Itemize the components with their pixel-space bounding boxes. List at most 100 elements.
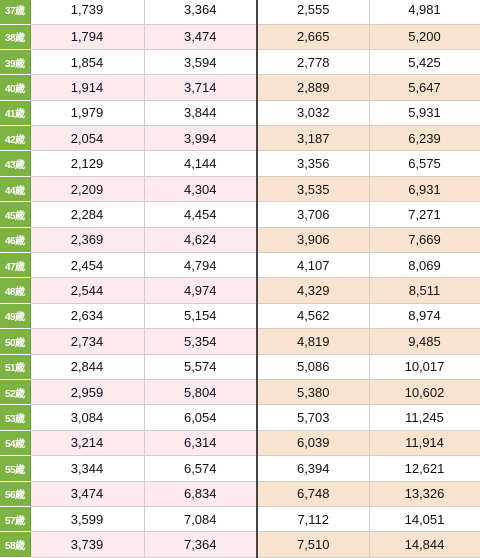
table-row: 51歳 2,844 5,574 5,086 10,017 — [0, 354, 480, 380]
cell-col3: 2,555 — [257, 0, 370, 25]
cell-col4: 4,981 — [369, 0, 480, 25]
age-label: 56歳 — [0, 481, 31, 507]
cell-col2: 5,574 — [144, 354, 258, 380]
cell-col2: 5,804 — [144, 379, 258, 406]
age-label: 45歳 — [0, 201, 31, 228]
cell-col2: 4,974 — [144, 277, 258, 304]
cell-col1: 1,794 — [30, 24, 145, 50]
cell-col4: 8,511 — [369, 277, 480, 304]
cell-col2: 5,354 — [144, 328, 258, 355]
cell-col4: 14,844 — [369, 531, 480, 558]
age-label: 47歳 — [0, 252, 31, 279]
cell-col4: 8,069 — [369, 252, 480, 279]
table-row: 53歳 3,084 6,054 5,703 11,245 — [0, 404, 480, 431]
cell-col3: 3,356 — [257, 150, 370, 177]
cell-col4: 7,271 — [369, 201, 480, 228]
cell-col1: 2,544 — [30, 277, 145, 304]
cell-col4: 6,575 — [369, 150, 480, 177]
cell-col3: 4,107 — [257, 252, 370, 279]
age-label: 42歳 — [0, 125, 31, 152]
age-label: 57歳 — [0, 506, 31, 533]
cell-col1: 2,054 — [30, 125, 145, 152]
table-row: 44歳 2,209 4,304 3,535 6,931 — [0, 176, 480, 203]
cell-col2: 3,474 — [144, 24, 258, 50]
cell-col4: 5,647 — [369, 74, 480, 101]
table-row: 37歳 1,739 3,364 2,555 4,981 — [0, 0, 480, 25]
table-row: 40歳 1,914 3,714 2,889 5,647 — [0, 74, 480, 101]
cell-col4: 7,669 — [369, 227, 480, 254]
table-row: 56歳 3,474 6,834 6,748 13,326 — [0, 481, 480, 507]
cell-col3: 5,703 — [257, 404, 370, 431]
cell-col3: 2,778 — [257, 49, 370, 76]
age-label: 54歳 — [0, 430, 31, 457]
cell-col4: 6,239 — [369, 125, 480, 152]
table-row: 57歳 3,599 7,084 7,112 14,051 — [0, 506, 480, 533]
cell-col2: 3,594 — [144, 49, 258, 76]
table-row: 52歳 2,959 5,804 5,380 10,602 — [0, 379, 480, 406]
cell-col1: 2,129 — [30, 150, 145, 177]
age-label: 49歳 — [0, 303, 31, 330]
cell-col2: 4,624 — [144, 227, 258, 254]
age-label: 51歳 — [0, 354, 31, 380]
table-row: 42歳 2,054 3,994 3,187 6,239 — [0, 125, 480, 152]
table-row: 55歳 3,344 6,574 6,394 12,621 — [0, 455, 480, 482]
cell-col3: 5,086 — [257, 354, 370, 380]
age-label: 50歳 — [0, 328, 31, 355]
cell-col3: 4,329 — [257, 277, 370, 304]
cell-col2: 7,364 — [144, 531, 258, 558]
cell-col2: 6,054 — [144, 404, 258, 431]
cell-col1: 3,214 — [30, 430, 145, 457]
cell-col3: 3,187 — [257, 125, 370, 152]
cell-col4: 11,914 — [369, 430, 480, 457]
table-row: 43歳 2,129 4,144 3,356 6,575 — [0, 150, 480, 177]
table-row: 49歳 2,634 5,154 4,562 8,974 — [0, 303, 480, 330]
table-row: 47歳 2,454 4,794 4,107 8,069 — [0, 252, 480, 279]
table-row: 38歳 1,794 3,474 2,665 5,200 — [0, 24, 480, 50]
cell-col2: 3,714 — [144, 74, 258, 101]
cell-col1: 1,914 — [30, 74, 145, 101]
table-row: 41歳 1,979 3,844 3,032 5,931 — [0, 100, 480, 127]
age-label: 39歳 — [0, 49, 31, 76]
age-label: 46歳 — [0, 227, 31, 254]
cell-col3: 6,039 — [257, 430, 370, 457]
cell-col3: 7,112 — [257, 506, 370, 533]
age-label: 58歳 — [0, 531, 31, 558]
cell-col1: 1,854 — [30, 49, 145, 76]
cell-col1: 3,344 — [30, 455, 145, 482]
table-row: 39歳 1,854 3,594 2,778 5,425 — [0, 49, 480, 76]
cell-col1: 2,284 — [30, 201, 145, 228]
cell-col3: 4,819 — [257, 328, 370, 355]
cell-col3: 2,889 — [257, 74, 370, 101]
cell-col4: 8,974 — [369, 303, 480, 330]
age-label: 38歳 — [0, 24, 31, 50]
cell-col1: 3,599 — [30, 506, 145, 533]
age-label: 53歳 — [0, 404, 31, 431]
cell-col4: 13,326 — [369, 481, 480, 507]
cell-col4: 12,621 — [369, 455, 480, 482]
cell-col4: 9,485 — [369, 328, 480, 355]
table-row: 50歳 2,734 5,354 4,819 9,485 — [0, 328, 480, 355]
cell-col4: 5,931 — [369, 100, 480, 127]
cell-col4: 5,200 — [369, 24, 480, 50]
cell-col3: 3,706 — [257, 201, 370, 228]
cell-col2: 6,574 — [144, 455, 258, 482]
table-row: 46歳 2,369 4,624 3,906 7,669 — [0, 227, 480, 254]
cell-col3: 5,380 — [257, 379, 370, 406]
cell-col2: 3,364 — [144, 0, 258, 25]
cell-col2: 3,844 — [144, 100, 258, 127]
cell-col2: 7,084 — [144, 506, 258, 533]
cell-col2: 5,154 — [144, 303, 258, 330]
cell-col2: 6,834 — [144, 481, 258, 507]
age-label: 43歳 — [0, 150, 31, 177]
cell-col4: 5,425 — [369, 49, 480, 76]
age-label: 41歳 — [0, 100, 31, 127]
cell-col3: 3,032 — [257, 100, 370, 127]
table-row: 48歳 2,544 4,974 4,329 8,511 — [0, 277, 480, 304]
cell-col1: 3,474 — [30, 481, 145, 507]
cell-col4: 14,051 — [369, 506, 480, 533]
table-row: 54歳 3,214 6,314 6,039 11,914 — [0, 430, 480, 457]
cell-col1: 1,979 — [30, 100, 145, 127]
cell-col1: 2,454 — [30, 252, 145, 279]
